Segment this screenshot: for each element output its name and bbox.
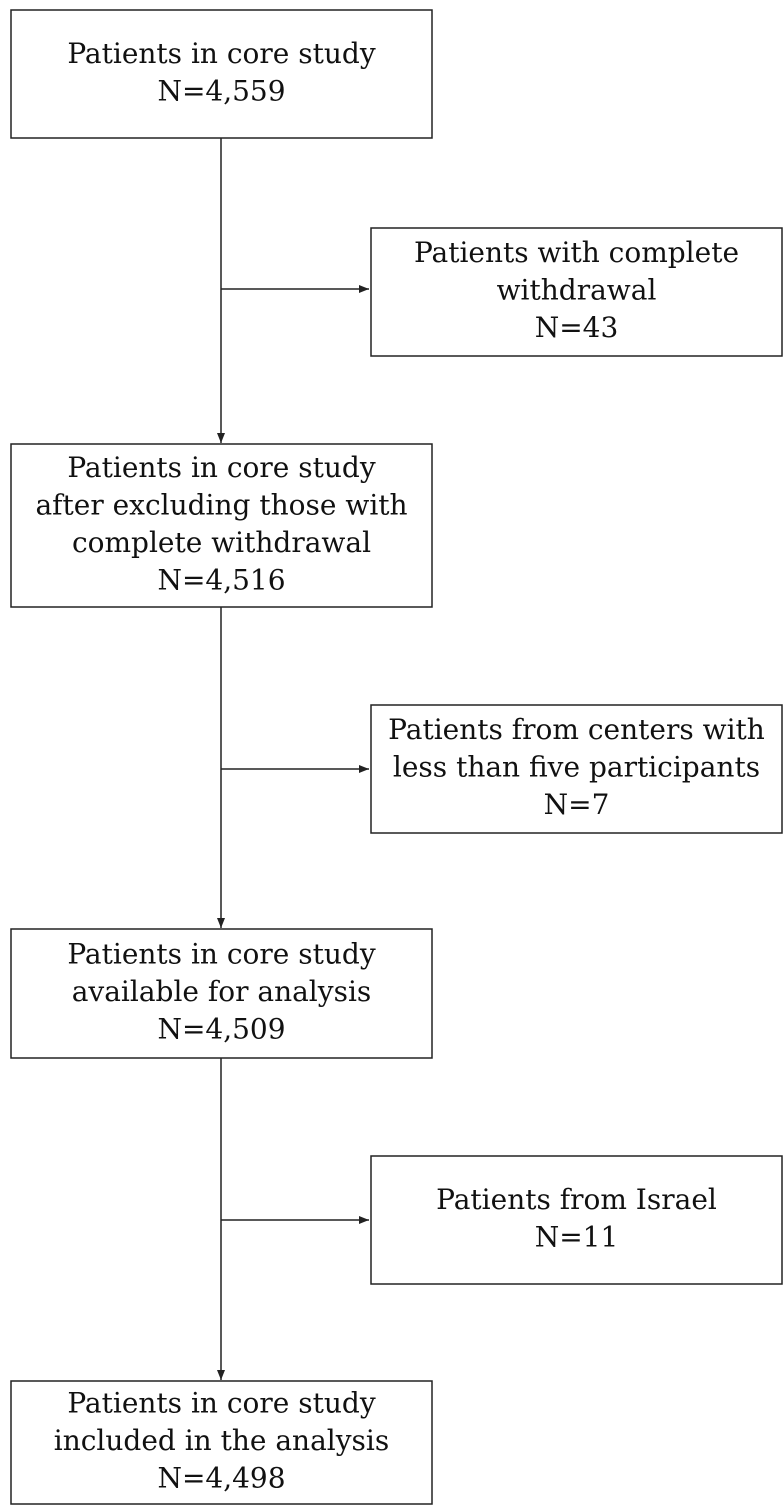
connectors — [217, 138, 369, 1380]
node-label: Patients in core study — [67, 37, 375, 70]
boxes: Patients in core study N=4,559 Patients wi… — [10, 9, 783, 1505]
node-box — [370, 1155, 783, 1285]
node-label: N=4,509 — [157, 1013, 285, 1046]
node-box — [10, 928, 433, 1059]
node-box — [370, 227, 783, 357]
node-label: Patients in core study — [67, 451, 375, 484]
node-label: less than five participants — [393, 751, 760, 784]
node-label: complete withdrawal — [72, 526, 371, 559]
node-label: Patients with complete — [414, 236, 739, 269]
node-label: withdrawal — [497, 274, 657, 307]
node-label: N=4,516 — [157, 563, 285, 596]
node-box — [10, 9, 433, 139]
node-label: N=7 — [544, 788, 610, 821]
node-box — [10, 443, 433, 608]
node-label: after excluding those with — [35, 488, 407, 521]
node-box — [370, 704, 783, 834]
node-label: N=4,559 — [157, 74, 285, 107]
node-label: Patients from Israel — [436, 1183, 717, 1216]
node-label: Patients in core study — [67, 938, 375, 971]
node-box — [10, 1380, 433, 1505]
node-label: included in the analysis — [54, 1424, 390, 1457]
node-label: N=4,498 — [157, 1462, 285, 1495]
node-label: N=11 — [535, 1220, 619, 1253]
node-label: available for analysis — [72, 975, 372, 1008]
node-label: Patients from centers with — [388, 713, 765, 746]
node-label: N=43 — [535, 311, 619, 344]
node-label: Patients in core study — [67, 1387, 375, 1420]
